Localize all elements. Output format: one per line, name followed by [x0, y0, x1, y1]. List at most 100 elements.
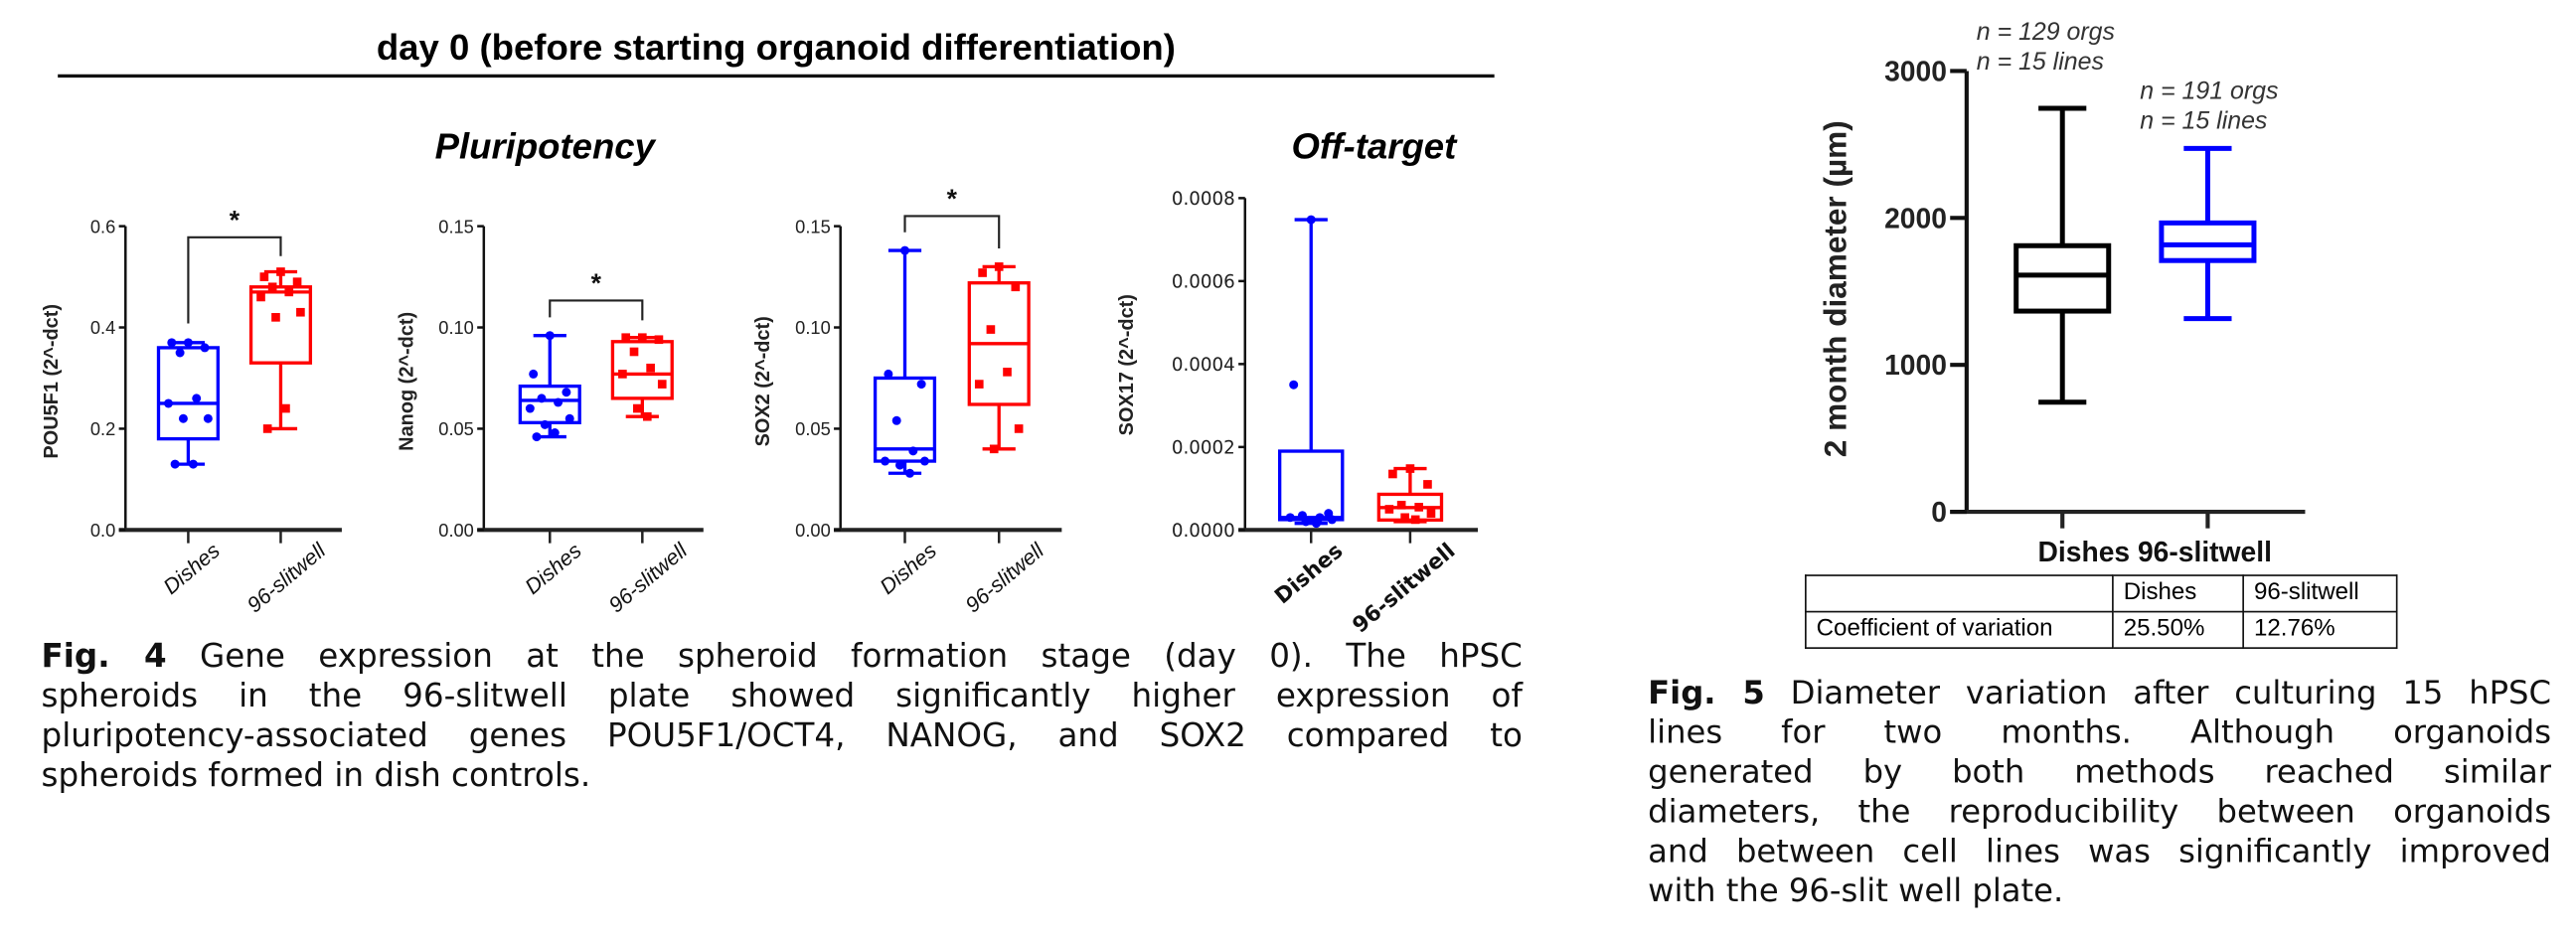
data-point — [884, 369, 893, 379]
data-point — [163, 398, 173, 408]
n-annotation: n = 15 lines — [1977, 48, 2104, 76]
caption-line: and between cell lines was significantly… — [1648, 832, 2552, 870]
chart-panel-3: 0.00 0.05 0.10 0.15 SOX2 (2^-dct) Dishes 96-sl… — [752, 184, 1062, 618]
y-tick-label: 0.0002 — [1172, 437, 1235, 458]
significance-bracket — [549, 299, 644, 321]
table-cell: 12.76% — [2242, 610, 2398, 649]
data-point — [183, 338, 193, 348]
data-point — [646, 363, 655, 373]
significance-star: * — [230, 206, 241, 236]
x-category-label: 96-slitwell — [960, 538, 1049, 618]
iqr-box — [2159, 220, 2257, 263]
data-point — [1011, 282, 1021, 292]
data-point — [256, 292, 265, 302]
data-point — [550, 428, 560, 437]
figure4-title: day 0 (before starting organoid differen… — [377, 27, 1176, 68]
y-tick-label: 0.0 — [90, 520, 115, 541]
data-point — [1312, 519, 1321, 529]
table-header-row: Dishes 96-slitwell — [1805, 574, 2398, 613]
significance-bracket — [903, 215, 1001, 249]
data-point — [292, 277, 302, 286]
data-point — [1306, 215, 1316, 225]
data-point — [259, 272, 269, 281]
data-point — [1396, 500, 1406, 510]
data-point — [1384, 505, 1394, 514]
data-point — [537, 393, 547, 403]
data-point — [200, 343, 210, 353]
data-point — [618, 370, 627, 379]
data-point — [262, 424, 272, 433]
y-tick-label: 0 — [1931, 496, 1947, 528]
x-category-label: Dishes — [158, 538, 225, 599]
data-point — [891, 415, 901, 425]
y-tick-label: 3000 — [1884, 55, 1947, 86]
data-point — [178, 413, 188, 423]
data-point — [170, 459, 180, 469]
caption-line: with the 96-slit well plate. — [1648, 871, 2064, 910]
data-point — [900, 245, 909, 255]
data-point — [1426, 509, 1436, 518]
x-category-label: 96-slitwell — [242, 538, 332, 618]
data-point — [267, 282, 277, 292]
chart-panel-1: 0.0 0.2 0.4 0.6 POU5F1 (2^-dct) Dishes 96-slit… — [41, 206, 342, 618]
data-point — [545, 331, 555, 341]
x-category-labels: Dishes 96-slitwell — [2038, 536, 2272, 567]
data-point — [654, 335, 664, 345]
data-point — [296, 307, 305, 317]
table-cell: Coefficient of variation — [1805, 610, 2114, 649]
table-cell: 25.50% — [2112, 610, 2244, 649]
y-tick-label: 0.0000 — [1172, 521, 1235, 542]
section-off-target: Off-target — [1291, 126, 1458, 167]
caption-line: generated by both methods reached simila… — [1648, 752, 2552, 791]
section-pluripotency: Pluripotency — [435, 126, 657, 167]
y-axis-label: 2 month diameter (µm) — [1818, 120, 1853, 457]
data-point — [916, 380, 926, 390]
y-axis-label: POU5F1 (2^-dct) — [41, 304, 63, 459]
y-tick-label: 0.05 — [438, 418, 474, 439]
data-point — [1414, 503, 1424, 512]
iqr-box — [873, 376, 937, 463]
significance-star: * — [947, 184, 958, 214]
data-point — [621, 333, 631, 343]
caption-line: pluripotency-associated genes POU5F1/OCT… — [41, 716, 1523, 755]
y-tick-label: 0.10 — [795, 317, 831, 338]
data-point — [895, 460, 905, 470]
chart-panel-2: 0.00 0.05 0.10 0.15 Nanog (2^-dct) Dishes 96-s… — [396, 216, 704, 617]
x-category-label: Dishes — [520, 538, 586, 599]
chart-panel-5: 0 1000 2000 3000 2 month diameter (µm) Dishes… — [1818, 18, 2306, 567]
y-tick-label: 0.15 — [795, 216, 831, 236]
y-tick-label: 0.4 — [90, 317, 115, 338]
y-tick-label: 0.10 — [438, 317, 474, 338]
data-point — [276, 267, 285, 276]
y-tick-label: 0.00 — [795, 520, 831, 541]
y-axis-label: SOX2 (2^-dct) — [752, 316, 774, 446]
y-tick-label: 0.0004 — [1172, 355, 1235, 376]
table-header-cell: 96-slitwell — [2242, 574, 2398, 613]
iqr-box — [1278, 449, 1345, 522]
data-point — [529, 369, 539, 379]
data-point — [629, 347, 639, 357]
data-point — [657, 380, 667, 389]
data-point — [905, 468, 914, 478]
cv-table: Dishes 96-slitwell Coefficient of variat… — [1805, 574, 2398, 649]
y-tick-label: 0.6 — [90, 216, 115, 236]
table-header-cell: Dishes — [2112, 574, 2244, 613]
data-point — [540, 419, 550, 429]
data-point — [1388, 469, 1397, 479]
data-point — [978, 268, 987, 277]
data-point — [642, 411, 652, 421]
y-axis-label: Nanog (2^-dct) — [396, 312, 417, 451]
data-point — [633, 403, 642, 413]
y-tick-label: 0.05 — [795, 418, 831, 439]
data-point — [908, 446, 918, 456]
caption-line: spheroids in the 96-slitwell plate showe… — [41, 677, 1523, 715]
y-tick-label: 0.15 — [438, 216, 474, 236]
data-point — [1405, 464, 1415, 473]
data-point — [989, 444, 999, 454]
data-point — [554, 397, 564, 407]
y-tick-label: 0.00 — [438, 520, 474, 541]
y-tick-label: 2000 — [1884, 202, 1947, 234]
significance-star: * — [591, 268, 602, 298]
